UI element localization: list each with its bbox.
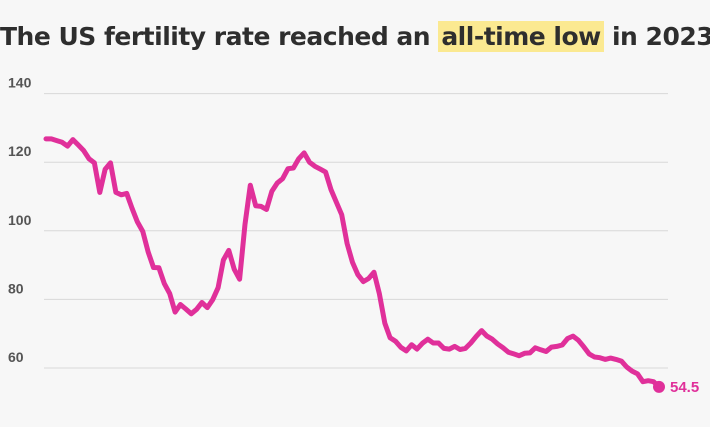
y-tick-label-100: 100: [8, 212, 32, 228]
end-point-marker: [653, 380, 665, 393]
y-tick-label-120: 120: [8, 143, 32, 159]
title-before: The US fertility rate reached an: [0, 22, 439, 51]
y-tick-labels: 60 80 100 120 140: [8, 75, 32, 365]
title-after: in 2023: [603, 22, 710, 51]
title-highlight: all-time low: [438, 21, 604, 52]
gridlines: [44, 93, 668, 369]
y-tick-label-80: 80: [8, 280, 24, 296]
end-value-label: 54.5: [670, 379, 699, 396]
series-line: [43, 136, 662, 390]
chart-title: The US fertility rate reached an all-tim…: [0, 21, 710, 52]
y-tick-label-60: 60: [8, 349, 24, 365]
y-tick-label-140: 140: [8, 75, 32, 91]
